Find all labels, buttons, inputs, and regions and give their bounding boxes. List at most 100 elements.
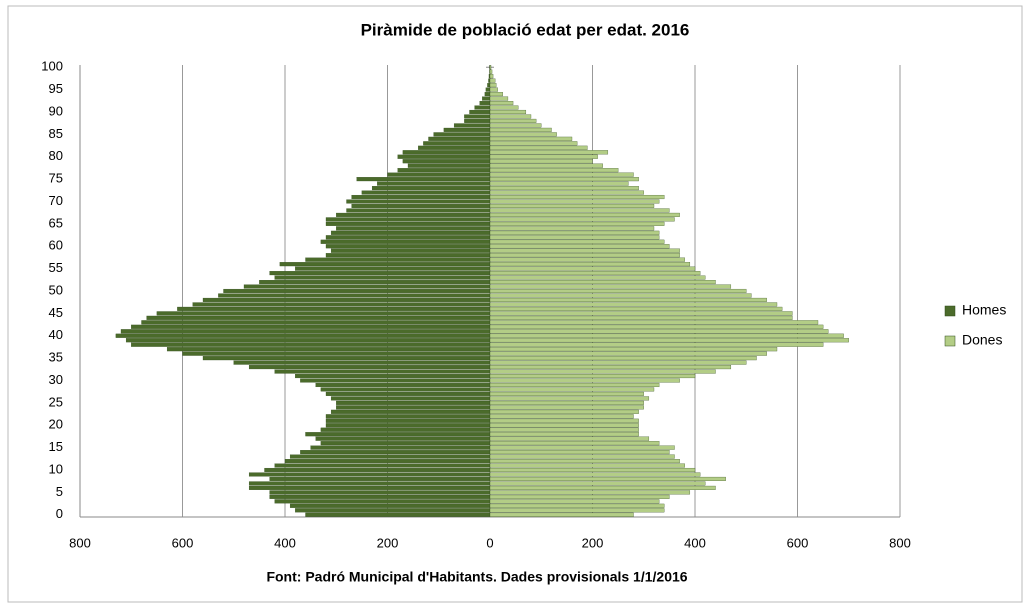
bar <box>259 280 491 285</box>
y-tick-label: 85 <box>49 126 63 141</box>
bar <box>489 96 509 101</box>
bar <box>489 257 685 262</box>
y-tick-label: 90 <box>49 103 63 118</box>
bar <box>489 217 675 222</box>
bar <box>315 436 491 441</box>
y-tick-label: 40 <box>49 327 63 342</box>
bar <box>177 306 491 311</box>
bar <box>141 320 491 325</box>
bar <box>464 114 491 119</box>
bar <box>377 181 491 186</box>
bar <box>489 499 660 504</box>
y-tick-label: 15 <box>49 439 63 454</box>
y-tick-label: 25 <box>49 394 63 409</box>
y-tick-label: 55 <box>49 260 63 275</box>
bar <box>489 244 670 249</box>
bar <box>489 459 680 464</box>
bar <box>489 441 660 446</box>
bar <box>489 271 701 276</box>
bar <box>489 65 492 70</box>
y-tick-label: 50 <box>49 282 63 297</box>
y-tick-label: 30 <box>49 372 63 387</box>
bar <box>402 159 491 164</box>
bar <box>484 92 491 97</box>
bar <box>351 203 491 208</box>
bar <box>489 311 793 316</box>
legend-swatch <box>944 335 956 347</box>
bar <box>346 199 491 204</box>
bar <box>489 154 598 159</box>
bar <box>269 490 491 495</box>
bar <box>371 186 491 191</box>
bar <box>489 288 747 294</box>
x-tick-label: 400 <box>274 535 296 550</box>
bar <box>489 347 778 352</box>
bar <box>182 351 491 356</box>
bar <box>330 409 491 414</box>
bar <box>489 235 660 240</box>
bar <box>489 132 557 137</box>
bar <box>489 280 716 285</box>
bar <box>131 324 491 329</box>
bar <box>489 69 493 74</box>
bar <box>489 199 660 204</box>
legend-label: Dones <box>962 332 1002 348</box>
bar <box>489 369 716 374</box>
bar <box>274 369 491 374</box>
y-tick-label: 0 <box>56 506 63 521</box>
bar <box>489 275 706 280</box>
x-tick-label: 200 <box>377 535 399 550</box>
x-tick-label: 600 <box>787 535 809 550</box>
bar <box>489 74 494 79</box>
bar <box>489 436 650 441</box>
x-tick-label: 800 <box>69 535 91 550</box>
bar <box>485 87 491 92</box>
bar <box>202 297 491 302</box>
bar <box>489 378 680 383</box>
bar <box>325 414 491 419</box>
bar <box>428 136 491 141</box>
bar <box>407 163 491 168</box>
bar <box>479 101 491 106</box>
bar <box>489 374 696 379</box>
bar <box>489 293 752 298</box>
bar <box>248 485 491 490</box>
bar <box>489 118 537 123</box>
bar <box>489 208 670 213</box>
legend-label: Homes <box>962 302 1006 318</box>
bar <box>489 150 609 155</box>
bar <box>489 87 498 92</box>
bar <box>489 159 593 164</box>
bar <box>488 78 491 83</box>
bar <box>489 127 552 132</box>
bar <box>489 409 639 414</box>
bar <box>489 494 670 499</box>
bar <box>397 168 491 173</box>
bar <box>146 315 491 320</box>
bar <box>489 329 829 334</box>
bar <box>489 105 519 110</box>
bar <box>489 136 573 141</box>
bar <box>489 266 696 271</box>
bar <box>325 418 491 423</box>
bar <box>351 194 491 200</box>
y-tick-label: 95 <box>49 81 63 96</box>
bar <box>488 74 491 79</box>
bar <box>305 512 491 517</box>
bar <box>489 203 655 208</box>
bar <box>489 485 716 490</box>
bar <box>489 109 527 115</box>
bar <box>274 499 491 504</box>
bar <box>325 423 491 428</box>
bar <box>305 432 491 437</box>
y-tick-label: 60 <box>49 238 63 253</box>
bar <box>489 315 793 320</box>
bar <box>489 163 603 168</box>
bar <box>336 212 491 217</box>
bar <box>269 271 491 276</box>
bar <box>131 342 491 347</box>
bar <box>289 454 491 459</box>
bar <box>325 221 491 226</box>
bar <box>330 248 491 253</box>
bar <box>320 427 491 432</box>
